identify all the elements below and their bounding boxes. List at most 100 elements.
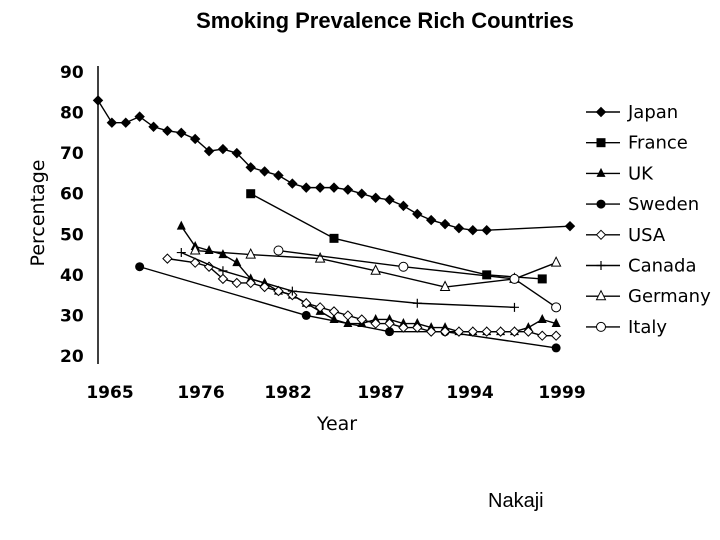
data-point-japan: [287, 178, 298, 189]
data-point-japan: [481, 225, 492, 236]
data-point-usa: [162, 253, 173, 264]
data-point-italy: [551, 302, 562, 313]
data-point-uk: [551, 318, 561, 328]
data-point-sweden: [301, 310, 311, 320]
data-point-usa: [245, 277, 256, 289]
data-point-japan: [231, 147, 243, 159]
data-point-france: [329, 233, 339, 243]
y-tick-label: 40: [60, 266, 84, 286]
chart-title: Smoking Prevalence Rich Countries: [196, 8, 574, 33]
series-line-japan: [97, 100, 571, 231]
data-point-usa: [537, 330, 548, 341]
data-point-japan: [134, 111, 145, 122]
data-point-germany: [245, 247, 257, 259]
data-point-japan: [412, 208, 423, 220]
data-point-japan: [106, 117, 118, 128]
legend-label-usa: USA: [628, 225, 666, 246]
legend-label-france: France: [628, 133, 688, 154]
data-point-usa: [425, 326, 437, 337]
data-point-usa: [523, 326, 534, 337]
data-point-germany: [314, 252, 326, 263]
data-point-japan: [92, 95, 104, 106]
data-point-usa: [203, 261, 215, 272]
data-point-usa: [231, 277, 243, 289]
legend-marker-germany: [595, 289, 607, 301]
data-point-sweden: [551, 343, 561, 353]
x-axis-label: Year: [316, 413, 357, 435]
data-point-italy: [273, 245, 284, 256]
x-tick-label: 1982: [264, 383, 311, 403]
x-tick-label: 1999: [538, 383, 585, 403]
data-point-japan: [148, 121, 159, 132]
data-point-italy: [398, 261, 409, 272]
data-point-japan: [314, 182, 326, 193]
data-point-uk: [176, 220, 186, 230]
data-point-usa: [495, 326, 506, 337]
legend-marker-japan: [595, 106, 607, 118]
data-point-germany: [439, 280, 451, 292]
data-point-canada: [509, 302, 519, 312]
data-point-usa: [453, 326, 465, 337]
x-tick-label: 1976: [177, 383, 224, 403]
data-point-canada: [412, 298, 422, 308]
data-point-japan: [120, 117, 131, 128]
y-tick-label: 50: [60, 225, 84, 245]
data-point-usa: [509, 326, 520, 337]
data-point-japan: [273, 170, 284, 181]
data-point-france: [482, 270, 492, 280]
data-point-usa: [259, 281, 270, 293]
data-point-usa: [301, 298, 312, 309]
data-point-japan: [217, 143, 229, 155]
legend-marker-italy: [596, 321, 606, 332]
y-tick-label: 30: [60, 306, 84, 326]
y-tick-label: 70: [60, 144, 84, 164]
legend-label-sweden: Sweden: [628, 194, 699, 215]
y-tick-label: 20: [60, 347, 84, 367]
legend-marker-canada: [596, 261, 606, 270]
legend-marker-usa: [595, 229, 607, 241]
y-tick-label: 80: [60, 104, 84, 124]
legend-label-canada: Canada: [628, 256, 697, 277]
series-line-canada: [181, 251, 515, 309]
x-tick-label: 1994: [446, 383, 493, 403]
series-line-sweden: [139, 266, 557, 349]
data-point-uk: [232, 257, 242, 267]
data-point-japan: [453, 222, 465, 234]
legend-label-japan: Japan: [627, 102, 678, 123]
data-point-uk: [343, 318, 353, 328]
data-point-japan: [398, 200, 409, 212]
data-point-usa: [550, 330, 562, 341]
data-point-japan: [203, 145, 215, 157]
data-point-canada: [218, 266, 228, 276]
data-point-usa: [314, 302, 326, 313]
data-point-canada: [176, 248, 186, 258]
data-point-japan: [342, 184, 354, 195]
data-point-germany: [189, 243, 201, 255]
data-point-sweden: [135, 262, 145, 272]
y-tick-label: 60: [60, 185, 84, 205]
data-point-france: [246, 189, 256, 199]
series-line-usa: [167, 257, 557, 337]
data-point-usa: [328, 306, 340, 317]
data-point-sweden: [385, 327, 395, 337]
data-point-japan: [301, 182, 312, 193]
x-tick-label: 1965: [86, 383, 133, 403]
data-point-japan: [162, 125, 173, 137]
data-point-japan: [425, 214, 437, 226]
data-point-canada: [287, 286, 297, 296]
data-point-italy: [509, 273, 520, 284]
legend-marker-uk: [596, 167, 606, 177]
legend-marker-sweden: [596, 199, 606, 209]
data-point-usa: [342, 310, 354, 321]
data-point-usa: [189, 257, 201, 268]
y-tick-label: 90: [60, 63, 84, 83]
legend-label-uk: UK: [628, 163, 654, 184]
y-axis-label: Percentage: [27, 160, 49, 267]
data-point-usa: [384, 318, 395, 329]
data-point-usa: [481, 326, 492, 337]
legend-label-italy: Italy: [628, 317, 667, 338]
author-credit: Nakaji: [488, 490, 544, 512]
data-point-japan: [439, 218, 451, 230]
legend-label-germany: Germany: [628, 286, 711, 307]
